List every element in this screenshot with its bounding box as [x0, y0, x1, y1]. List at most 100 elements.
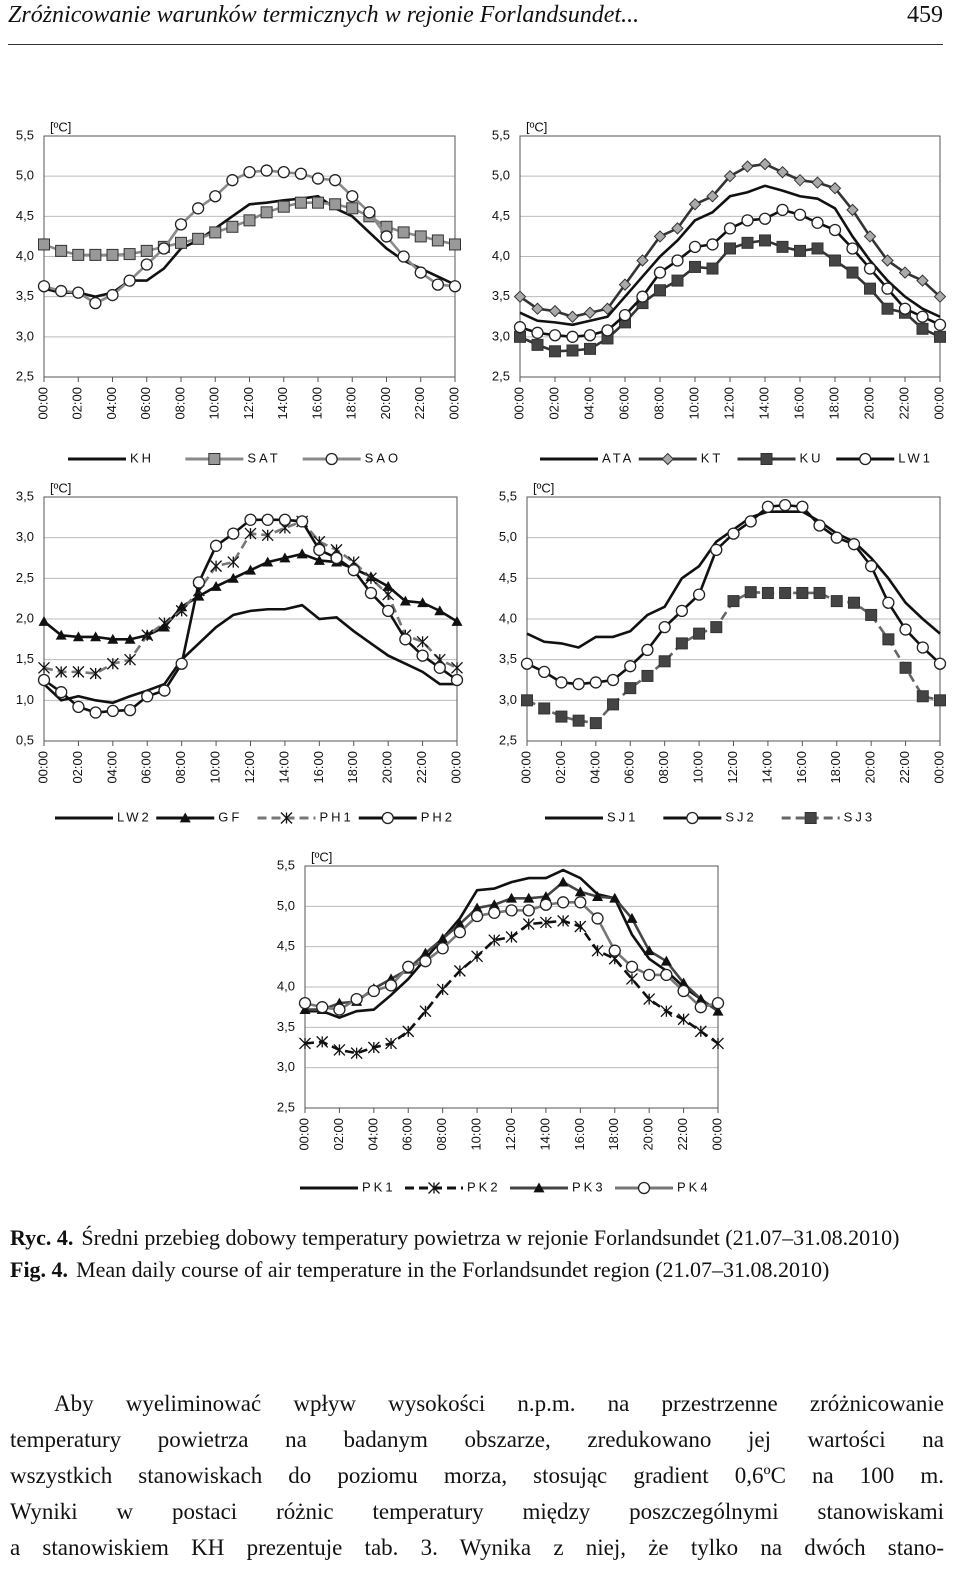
unit-label: [ºC] — [526, 119, 547, 134]
x-tick-label: 12:00 — [721, 387, 736, 420]
legend-label: SJ1 — [607, 809, 638, 824]
y-tick-label: 2,5 — [16, 570, 34, 585]
x-tick-label: 06:00 — [400, 1118, 415, 1151]
marker — [609, 892, 621, 903]
marker — [531, 338, 544, 351]
marker — [741, 214, 754, 227]
marker — [566, 344, 579, 357]
x-tick-label: 14:00 — [759, 751, 774, 784]
marker — [686, 811, 699, 825]
marker — [557, 914, 570, 927]
marker — [671, 254, 684, 267]
marker — [124, 653, 137, 666]
marker — [38, 661, 50, 674]
marker — [89, 248, 102, 261]
marker — [881, 254, 894, 267]
marker — [933, 290, 947, 303]
marker — [433, 661, 446, 674]
legend-label: GF — [218, 809, 242, 824]
legend-label: PH1 — [320, 809, 354, 824]
legend-label: PK2 — [467, 1179, 501, 1194]
marker — [846, 242, 859, 255]
x-tick-label: 10:00 — [469, 1118, 484, 1151]
marker — [828, 182, 842, 195]
marker — [572, 714, 585, 727]
marker — [451, 661, 463, 674]
x-tick-label: 04:00 — [587, 751, 602, 784]
legend-label: SJ3 — [844, 809, 875, 824]
marker — [55, 244, 68, 257]
marker — [557, 876, 569, 887]
y-tick-label: 4,5 — [492, 208, 510, 223]
marker — [55, 629, 67, 640]
y-tick-label: 3,0 — [277, 1059, 295, 1074]
legend-label: SJ2 — [725, 809, 756, 824]
y-tick-label: 3,0 — [499, 692, 517, 707]
marker — [416, 649, 429, 662]
marker — [677, 1013, 690, 1026]
marker — [471, 902, 483, 913]
marker — [675, 637, 688, 650]
marker — [539, 898, 553, 911]
marker — [653, 230, 667, 243]
y-tick-label: 0,5 — [16, 732, 34, 747]
marker — [859, 452, 872, 466]
y-tick-label: 5,5 — [492, 127, 510, 142]
series-line — [43, 201, 456, 257]
marker — [692, 588, 706, 601]
marker — [123, 248, 136, 261]
marker — [513, 321, 527, 334]
marker — [414, 266, 427, 279]
x-tick-label: 22:00 — [412, 387, 427, 420]
marker — [179, 812, 191, 823]
y-tick-label: 1,5 — [16, 651, 34, 666]
marker — [208, 453, 221, 465]
marker — [695, 993, 707, 1004]
marker — [243, 214, 256, 227]
marker — [397, 226, 410, 239]
marker — [660, 968, 673, 982]
marker — [107, 633, 119, 644]
marker — [330, 551, 343, 565]
marker — [90, 631, 102, 642]
marker — [363, 206, 376, 219]
marker — [325, 452, 338, 466]
marker — [210, 580, 222, 591]
marker — [863, 262, 877, 275]
marker — [261, 529, 274, 542]
marker — [260, 164, 273, 177]
marker — [881, 302, 894, 315]
legend-label: ATA — [602, 450, 634, 465]
marker — [538, 702, 551, 715]
marker — [574, 886, 586, 897]
x-tick-label: 02:00 — [553, 751, 568, 784]
marker — [382, 604, 395, 618]
marker — [933, 318, 947, 331]
marker — [711, 996, 725, 1010]
marker — [677, 984, 690, 998]
x-tick-label: 06:00 — [622, 751, 637, 784]
marker — [675, 604, 689, 618]
marker — [592, 891, 604, 902]
marker — [723, 222, 737, 235]
x-tick-label: 20:00 — [641, 1118, 656, 1151]
marker — [106, 657, 119, 670]
marker — [694, 1025, 707, 1038]
caption-label: Fig. 4. — [10, 1257, 69, 1282]
marker — [277, 200, 290, 213]
marker — [333, 1043, 346, 1056]
marker — [54, 284, 68, 298]
marker — [934, 694, 946, 707]
marker — [706, 238, 719, 251]
y-tick-label: 5,0 — [16, 168, 34, 183]
marker — [312, 196, 324, 209]
marker — [210, 560, 223, 573]
x-tick-label: 16:00 — [794, 751, 809, 784]
marker — [505, 931, 518, 943]
marker — [899, 623, 912, 636]
marker — [776, 240, 789, 253]
marker — [451, 615, 463, 626]
legend-label: PK3 — [572, 1179, 606, 1194]
marker — [811, 176, 824, 189]
y-tick-label: 5,0 — [277, 898, 295, 913]
